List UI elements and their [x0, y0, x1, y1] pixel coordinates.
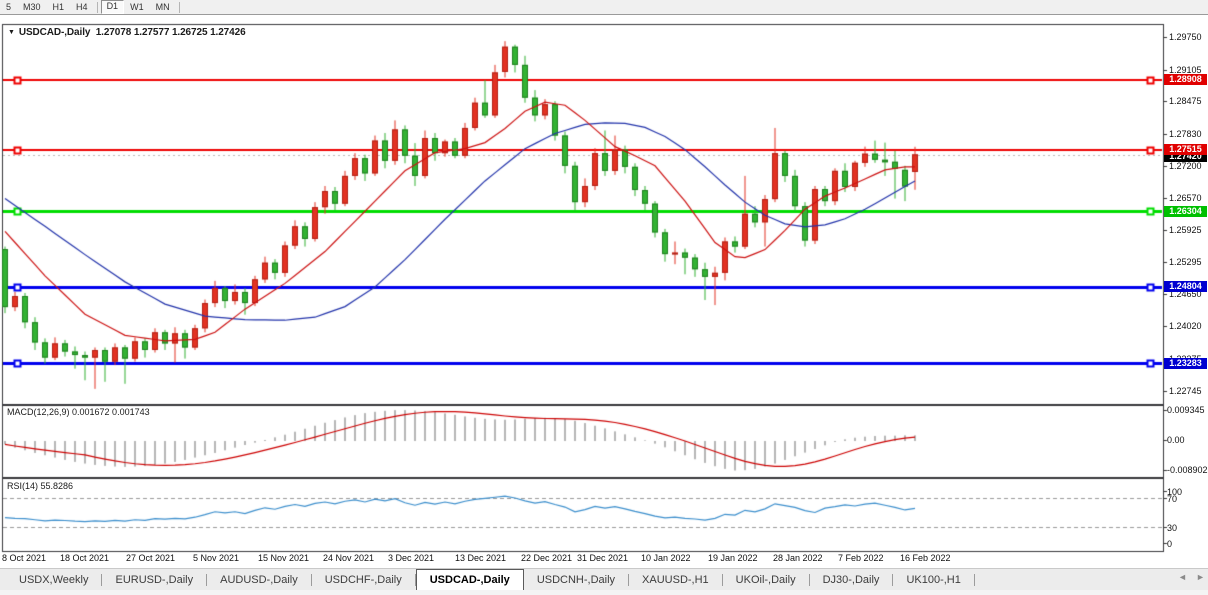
- price-tick-label: 1.28475: [1169, 96, 1202, 107]
- tab-separator: [973, 574, 975, 586]
- macd-axis-label: 0.00: [1167, 435, 1185, 445]
- tab-symbol-ukoil[interactable]: UKOil-,Daily: [735, 574, 796, 586]
- tab-symbol-eurusd[interactable]: EURUSD-,Daily: [115, 574, 194, 586]
- tab-symbol-xauusd[interactable]: XAUUSD-,H1: [642, 574, 709, 586]
- ohlc-values: 1.27078 1.27577 1.26725 1.27426: [95, 27, 246, 38]
- hline-price-tag: 1.24804: [1164, 281, 1207, 293]
- macd-axis-label: 0.009345: [1167, 405, 1205, 415]
- tab-symbol-usdcnh[interactable]: USDCNH-,Daily: [536, 574, 616, 586]
- date-label: 5 Nov 2021: [193, 553, 240, 563]
- tab-separator: [808, 574, 810, 586]
- tab-separator: [721, 574, 723, 586]
- hline-price-tag: 1.28908: [1164, 74, 1207, 86]
- date-label: 7 Feb 2022: [838, 553, 884, 563]
- date-label: 13 Dec 2021: [455, 553, 507, 563]
- macd-indicator-label: MACD(12,26,9) 0.001672 0.001743: [7, 407, 150, 417]
- date-label: 31 Dec 2021: [577, 553, 629, 563]
- date-label: 18 Oct 2021: [60, 553, 110, 563]
- rsi-axis-label: 30: [1167, 523, 1178, 533]
- price-tick-label: 1.22745: [1169, 385, 1202, 396]
- date-label: 22 Dec 2021: [521, 553, 573, 563]
- date-label: 16 Feb 2022: [900, 553, 951, 563]
- tab-symbol-usdx[interactable]: USDX,Weekly: [19, 574, 89, 586]
- current-price-tag: 1.27420: [1164, 150, 1207, 162]
- macd-axis-label: -0.008902: [1167, 465, 1208, 475]
- tab-separator: [628, 574, 630, 586]
- tab-separator: [310, 574, 312, 586]
- symbol-tab-bar: USDX,Weekly EURUSD-,Daily AUDUSD-,Daily USD…: [0, 568, 1208, 592]
- price-tick-label: 1.25925: [1169, 225, 1202, 236]
- tab-separator: [206, 574, 208, 586]
- tab-symbol-dj30[interactable]: DJ30-,Daily: [822, 574, 880, 586]
- tab-symbol-audusd[interactable]: AUDUSD-,Daily: [220, 574, 298, 586]
- hline-price-tag: 1.26304: [1164, 205, 1207, 217]
- price-tick-label: 1.29750: [1169, 32, 1202, 43]
- price-tick-label: 1.27830: [1169, 129, 1202, 139]
- date-label: 19 Jan 2022: [708, 553, 758, 563]
- tab-separator: [414, 574, 416, 586]
- tab-symbol-uk100[interactable]: UK100-,H1: [906, 574, 961, 586]
- rsi-axis-label: 100: [1167, 487, 1183, 497]
- symbol-dropdown-icon[interactable]: ▼: [8, 29, 15, 36]
- tab-separator: [892, 574, 894, 586]
- price-tick-label: 1.24020: [1169, 321, 1202, 332]
- tab-symbol-usdchf[interactable]: USDCHF-,Daily: [324, 574, 402, 586]
- hline-price-tag: 1.23283: [1164, 357, 1207, 369]
- chart-symbol-label: USDCAD-,Daily: [18, 27, 91, 38]
- tab-scroll-right-icon[interactable]: ►: [1196, 572, 1205, 582]
- price-tick-label: 1.27200: [1169, 160, 1202, 171]
- rsi-axis-label: 70: [1167, 494, 1178, 504]
- date-label: 24 Nov 2021: [323, 553, 375, 563]
- price-tick-label: 1.24650: [1169, 289, 1202, 300]
- price-tick-label: 1.25295: [1169, 256, 1202, 267]
- date-label: 15 Nov 2021: [258, 553, 310, 563]
- chart-title: ▼ USDCAD-,Daily 1.27078 1.27577 1.26725 1…: [8, 27, 246, 38]
- date-label: 28 Jan 2022: [773, 553, 823, 563]
- tab-scroll-left-icon[interactable]: ◄: [1178, 572, 1187, 582]
- tab-separator: [101, 574, 103, 586]
- hline-price-tag: 1.27515: [1164, 144, 1207, 156]
- date-label: 3 Dec 2021: [388, 553, 435, 563]
- rsi-axis-label: 0: [1167, 539, 1173, 549]
- date-label: 10 Jan 2022: [641, 553, 691, 563]
- date-label: 27 Oct 2021: [126, 553, 176, 563]
- rsi-indicator-label: RSI(14) 55.8286: [7, 481, 74, 491]
- status-strip: [0, 590, 1208, 595]
- price-tick-label: 1.29105: [1169, 64, 1202, 75]
- tab-symbol-usdcad[interactable]: USDCAD-,Daily: [415, 568, 524, 592]
- price-tick-label: 1.26570: [1169, 192, 1202, 203]
- date-label: 8 Oct 2021: [2, 553, 47, 563]
